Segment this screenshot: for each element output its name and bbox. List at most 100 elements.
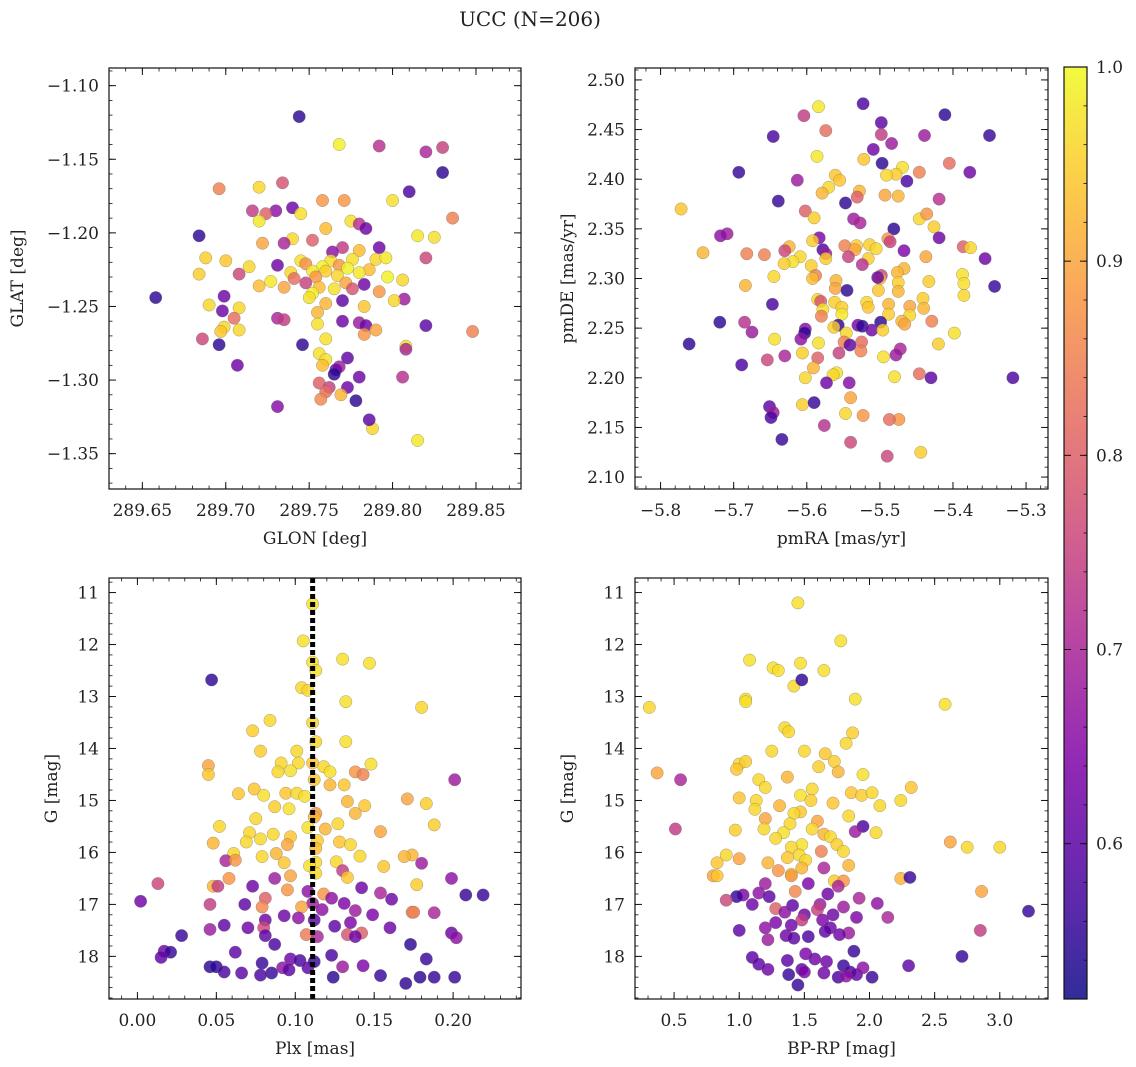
scatter-point — [900, 174, 914, 188]
scatter-point — [134, 894, 148, 908]
scatter-point — [887, 222, 901, 236]
scatter-point — [232, 267, 246, 281]
scatter-point — [311, 305, 324, 319]
scatter-point — [817, 664, 831, 677]
scatter-point — [446, 211, 460, 225]
scatter-point — [788, 884, 802, 898]
scatter-point — [258, 929, 272, 943]
scatter-point — [819, 124, 833, 138]
scatter-point — [814, 309, 828, 323]
scatter-point — [192, 229, 206, 243]
scatter-point — [410, 878, 424, 892]
scatter-point — [339, 695, 353, 709]
scatter-point — [448, 773, 462, 787]
scatter-point — [826, 796, 840, 810]
scatter-point — [790, 173, 804, 187]
scatter-point — [812, 100, 825, 114]
scatter-point — [771, 664, 785, 677]
scatter-point — [356, 768, 370, 781]
scatter-point — [231, 787, 245, 801]
scatter-point — [880, 449, 894, 463]
scatter-point — [255, 956, 269, 970]
scatter-point — [784, 918, 798, 932]
scatter-point — [341, 351, 354, 365]
panel-bottom-right: 0.5 1.0 1.5 2.0 2.5 3.0 11 12 13 14 15 16 17 18 BP-RP … — [558, 577, 1049, 1059]
scatter-point — [818, 924, 832, 938]
scatter-point — [448, 970, 462, 984]
scatter-point — [787, 931, 801, 945]
scatter-point — [732, 791, 746, 805]
scatter-point — [385, 892, 399, 906]
scatter-point — [242, 260, 256, 274]
scatter-point — [340, 795, 354, 808]
x-axis-label: GLON [deg] — [263, 529, 367, 549]
scatter-point — [396, 370, 410, 384]
scatter-point — [771, 864, 785, 878]
scatter-point — [271, 765, 285, 779]
scatter-point — [919, 250, 933, 264]
scatter-points — [149, 110, 480, 447]
scatter-point — [296, 338, 309, 352]
scatter-point — [795, 861, 809, 875]
scatter-point — [840, 283, 854, 297]
scatter-point — [963, 165, 977, 179]
scatter-point — [758, 781, 772, 794]
scatter-point — [355, 881, 369, 895]
scatter-point — [315, 903, 329, 917]
scatter-point — [758, 921, 772, 935]
scatter-point — [814, 844, 828, 858]
x-tick-label: 0.10 — [276, 1011, 314, 1031]
y-tick-label: −1.15 — [47, 150, 99, 170]
scatter-point — [764, 411, 778, 424]
scatter-point — [372, 285, 386, 299]
scatter-point — [230, 358, 244, 372]
scatter-point — [254, 968, 267, 982]
y-tick-label: 2.25 — [587, 319, 625, 339]
scatter-point — [466, 325, 480, 338]
scatter-point — [817, 419, 831, 432]
scatter-point — [311, 317, 324, 331]
scatter-point — [299, 276, 313, 290]
scatter-point — [282, 963, 296, 977]
scatter-point — [808, 952, 822, 966]
scatter-point — [778, 244, 792, 258]
y-tick-label: −1.25 — [47, 297, 99, 317]
scatter-point — [869, 826, 883, 840]
scatter-point — [319, 264, 333, 278]
scatter-point — [850, 190, 864, 204]
scatter-point — [247, 782, 261, 796]
y-tick-label: −1.20 — [47, 224, 99, 244]
scatter-point — [217, 965, 231, 979]
y-tick-label: 2.15 — [587, 418, 625, 438]
scatter-point — [757, 822, 771, 836]
scatter-point — [797, 965, 811, 979]
scatter-point — [325, 891, 339, 905]
scatter-point — [344, 838, 357, 852]
x-tick-label: 0.5 — [661, 1011, 688, 1031]
y-axis-label: G [mag] — [42, 754, 62, 823]
scatter-point — [459, 888, 473, 902]
scatter-point — [739, 755, 753, 768]
x-tick-label: 2.0 — [856, 1011, 883, 1031]
x-tick-label: 289.85 — [446, 501, 505, 521]
scatter-point — [337, 778, 351, 792]
colorbar-tick-label: 1.0 — [1096, 58, 1123, 78]
scatter-point — [284, 869, 297, 883]
scatter-point — [427, 970, 441, 984]
scatter-point — [399, 342, 413, 356]
scatter-point — [947, 326, 961, 340]
scatter-point — [252, 214, 266, 228]
scatter-point — [735, 358, 749, 372]
scatter-point — [411, 433, 425, 447]
scatter-point — [292, 110, 306, 124]
scatter-point — [885, 137, 899, 150]
scatter-point — [277, 313, 291, 327]
scatter-point — [149, 291, 163, 305]
scatter-point — [352, 266, 366, 280]
scatter-point — [362, 413, 376, 427]
scatter-point — [732, 852, 746, 866]
scatter-point — [336, 294, 349, 308]
scatter-point — [257, 788, 271, 802]
colorbar: 0.6 0.7 0.8 0.9 1.0 — [1063, 58, 1123, 1000]
